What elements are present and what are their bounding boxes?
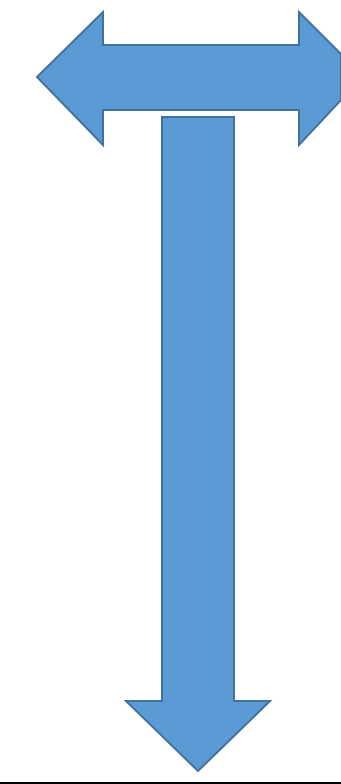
down-arrow-shape — [123, 116, 273, 773]
left-right-arrow-shape — [35, 9, 341, 148]
